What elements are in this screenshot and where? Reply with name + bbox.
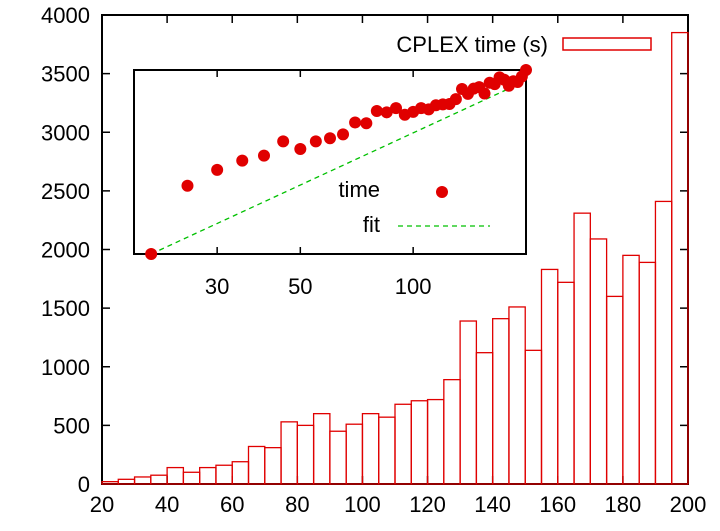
x-tick-label: 120 <box>409 492 446 517</box>
scatter-point <box>181 179 194 192</box>
histogram-bar <box>215 464 233 485</box>
scatter-point <box>324 132 336 145</box>
scatter-point <box>370 104 383 117</box>
y-tick-label: 1500 <box>41 296 90 321</box>
scatter-point <box>380 106 393 119</box>
x-tick-label: 100 <box>344 492 381 517</box>
histogram-bar <box>150 474 168 485</box>
x-tick-label: 40 <box>155 492 179 517</box>
x-tick-label: 140 <box>474 492 511 517</box>
histogram-bar <box>378 416 396 485</box>
scatter-point <box>337 128 350 141</box>
histogram-bar <box>345 423 364 485</box>
histogram-bar <box>410 400 429 485</box>
inset-x-tick-label: 50 <box>288 274 312 299</box>
y-tick-label: 0 <box>78 472 90 497</box>
histogram-bar <box>475 352 494 485</box>
scatter-point <box>390 102 403 115</box>
histogram-bar <box>605 295 624 485</box>
scatter-point <box>520 64 532 76</box>
y-tick-label: 2500 <box>41 179 90 204</box>
histogram-bars <box>101 31 689 485</box>
y-tick-label: 3500 <box>41 62 90 87</box>
histogram-bar <box>247 445 266 485</box>
scatter-point <box>349 116 362 129</box>
histogram-bar <box>361 412 380 485</box>
histogram-bar <box>182 471 201 485</box>
inset-axes: 30 50 100 <box>205 70 432 299</box>
histogram-bar <box>524 349 543 485</box>
scatter-point <box>360 117 373 130</box>
histogram-bar <box>426 398 445 485</box>
x-tick-label: 180 <box>605 492 642 517</box>
y-tick-label: 1000 <box>41 355 90 380</box>
inset-fit-line <box>150 80 527 255</box>
histogram-axes: 0 500 1000 1500 2000 2500 3000 3500 4000 20 40 60 80… <box>41 3 706 517</box>
x-tick-label: 20 <box>90 492 114 517</box>
y-tick-label: 3000 <box>41 120 90 145</box>
legend-swatch-cplex-time <box>562 37 652 51</box>
inset-x-tick-label: 100 <box>395 274 432 299</box>
histogram-bar <box>540 268 559 485</box>
histogram-bar <box>133 476 152 485</box>
histogram-bar <box>459 320 478 485</box>
legend-label-time: time <box>338 177 380 202</box>
x-tick-label: 80 <box>285 492 309 517</box>
histogram-bar <box>280 421 298 485</box>
histogram-bar <box>557 281 575 485</box>
scatter-point <box>294 143 307 156</box>
histogram-bar <box>492 318 510 485</box>
histogram-bar <box>101 481 119 485</box>
x-tick-label: 60 <box>220 492 244 517</box>
scatter-point <box>211 163 224 176</box>
scatter-point <box>236 154 249 167</box>
histogram-bar <box>394 403 412 485</box>
legend-marker-time <box>436 186 448 198</box>
legend-label-fit: fit <box>363 212 380 237</box>
histogram-bar <box>508 306 526 485</box>
histogram-bar <box>654 200 673 485</box>
histogram-bar <box>166 466 185 485</box>
y-tick-label: 4000 <box>41 3 90 28</box>
x-tick-label: 200 <box>670 492 707 517</box>
scatter-point <box>309 135 322 148</box>
inset-plot: 30 50 100 time fit <box>133 64 532 299</box>
inset-x-tick-label: 30 <box>205 274 229 299</box>
scatter-point <box>277 135 290 148</box>
histogram-bar <box>589 238 608 485</box>
y-tick-label: 500 <box>53 413 90 438</box>
histogram-bar <box>443 378 461 485</box>
histogram-legend: CPLEX time (s) <box>396 32 652 57</box>
histogram-bar <box>671 31 689 485</box>
histogram-bar <box>329 430 347 485</box>
y-tick-label: 2000 <box>41 238 90 263</box>
legend-label-cplex-time: CPLEX time (s) <box>396 32 548 57</box>
histogram-bar <box>638 261 657 485</box>
scatter-point <box>449 93 462 106</box>
inset-points <box>145 64 532 260</box>
fit-line <box>150 80 527 255</box>
histogram-bar <box>199 466 217 485</box>
x-tick-label: 160 <box>539 492 576 517</box>
inset-legend: time fit <box>338 177 490 237</box>
scatter-point <box>478 87 491 100</box>
scatter-point <box>145 248 158 260</box>
scatter-point <box>257 149 270 162</box>
histogram-bar <box>312 412 331 485</box>
histogram-bar <box>622 254 640 485</box>
histogram-bar <box>231 461 250 485</box>
histogram-bar <box>296 424 315 485</box>
histogram-bar <box>573 212 591 485</box>
histogram-bar <box>264 447 282 485</box>
